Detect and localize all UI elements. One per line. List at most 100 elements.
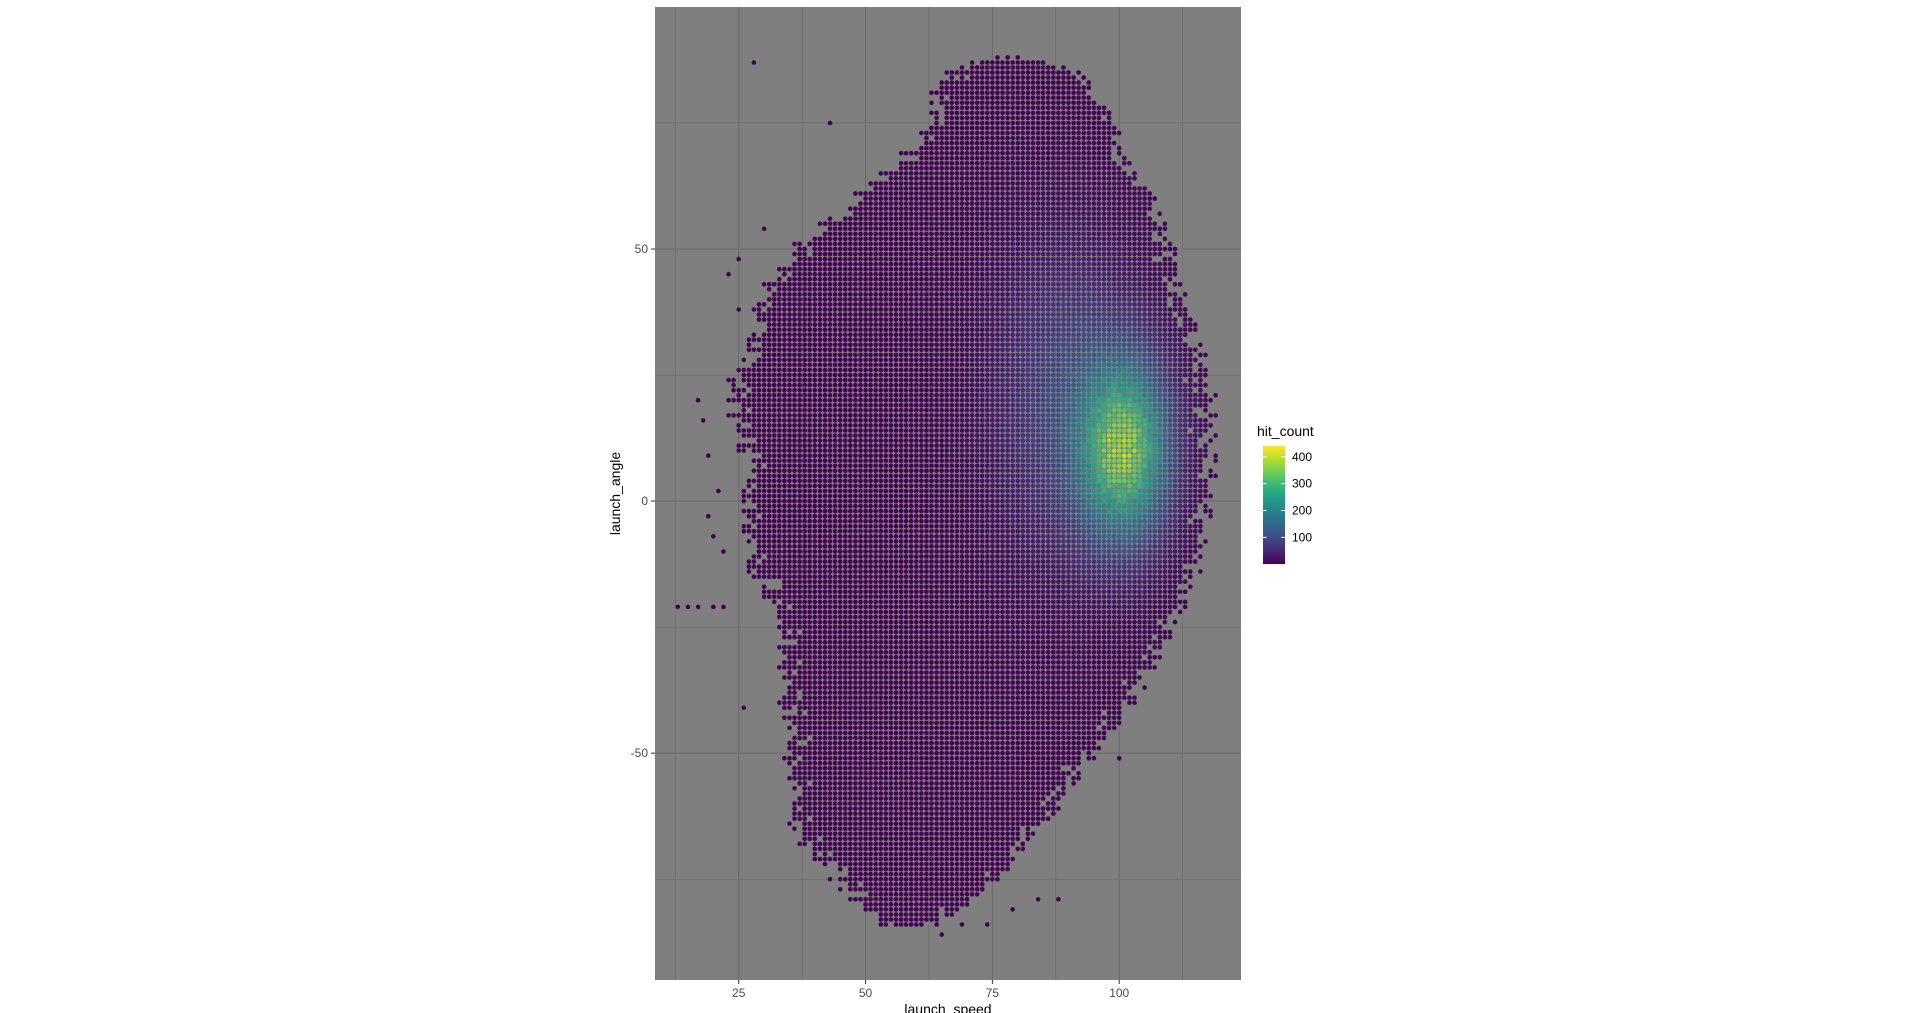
data-point [944,564,949,569]
data-point [985,594,990,600]
data-point [944,589,949,595]
data-point [832,826,838,832]
data-point [782,589,787,595]
data-point [1005,554,1010,559]
data-point [797,564,802,569]
data-point [822,624,828,630]
data-point [863,861,868,867]
data-point [944,539,949,544]
data-point [822,821,828,826]
data-point [1025,695,1031,700]
data-point [797,725,802,731]
data-point [868,579,873,584]
data-point [1010,685,1015,690]
data-point [929,559,934,564]
data-point [883,831,889,837]
data-point [939,866,944,872]
data-point [1101,655,1107,660]
data-point [827,730,833,736]
data-point [995,745,1000,751]
data-point [908,730,914,736]
data-point [1081,700,1086,705]
data-point [1020,745,1026,751]
data-point [990,776,995,781]
data-point [883,655,889,660]
data-point [1101,534,1107,539]
data-point [853,655,858,660]
data-point [914,791,919,796]
data-point [1035,589,1041,595]
data-point [1025,685,1031,690]
data-point [934,871,939,877]
data-point [807,559,812,564]
data-point [843,876,848,882]
data-point [924,740,929,746]
data-point [1056,740,1061,746]
data-point [949,675,955,680]
data-point [1025,544,1031,549]
data-point [1040,609,1046,615]
data-point [863,866,868,872]
data-point [812,685,818,690]
data-point [1056,579,1061,584]
data-point [1076,771,1081,776]
data-point [944,816,949,821]
data-point [1030,725,1036,731]
data-point [985,730,990,736]
data-point [858,720,863,726]
data-point [944,912,949,917]
data-point [1137,524,1142,529]
data-point [974,806,980,811]
data-point [1137,549,1142,554]
data-point [1005,801,1010,806]
data-point [1061,665,1066,670]
data-point [974,750,980,756]
data-point [868,564,873,569]
data-point [888,735,894,741]
data-point [919,650,924,655]
data-point [807,670,812,675]
data-point [924,670,929,675]
data-point [969,614,975,620]
data-point [903,645,909,650]
data-point [868,811,873,816]
data-point [1015,564,1021,569]
data-point [1076,745,1081,751]
data-point [817,735,823,741]
data-point [787,549,792,554]
data-point [771,564,777,569]
data-point [1015,665,1021,670]
data-point [990,614,995,620]
data-point [883,851,889,857]
data-point [1106,574,1112,579]
data-point [985,549,990,554]
data-point [853,841,858,847]
data-point [919,735,924,741]
data-point [822,760,828,766]
data-point [919,715,924,721]
data-point [1152,614,1157,620]
data-point [964,609,970,615]
data-point [934,856,939,862]
data-point [990,725,995,731]
data-point [858,846,863,852]
data-point [974,599,980,605]
data-point [1076,524,1081,529]
data-point [1111,554,1117,559]
data-point [924,549,929,554]
data-point [903,634,909,640]
data-point [974,760,980,766]
data-point [807,831,812,837]
data-point [827,529,833,534]
data-point [848,539,853,544]
data-point [1157,609,1163,615]
data-point [898,529,904,534]
data-point [1137,665,1142,670]
data-point [939,771,944,776]
data-point [822,786,828,791]
data-point [934,740,939,746]
data-point [1025,811,1031,816]
data-point [1142,594,1147,600]
data-point [1020,544,1026,549]
data-point [817,771,823,776]
